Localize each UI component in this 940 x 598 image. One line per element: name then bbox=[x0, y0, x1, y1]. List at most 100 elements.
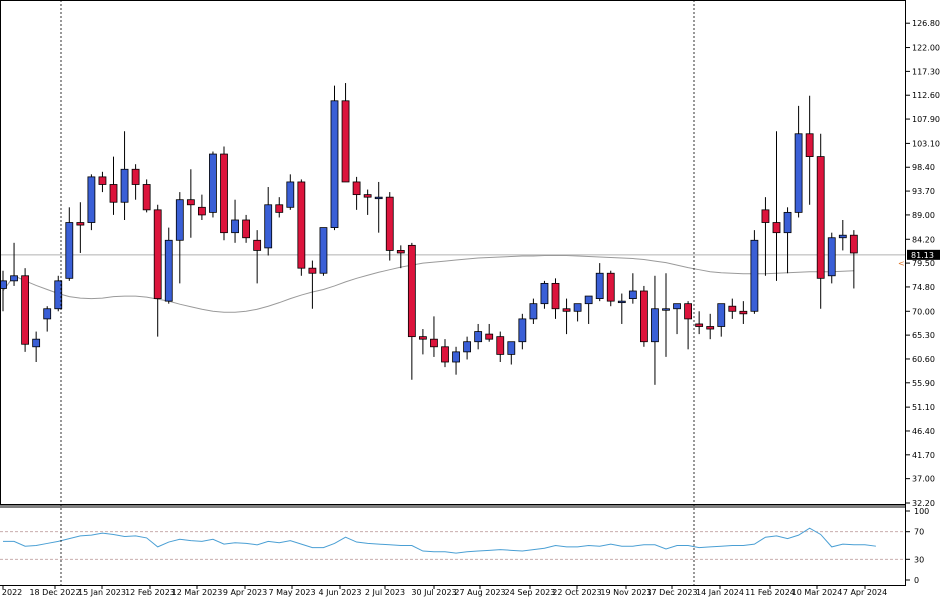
candle bbox=[640, 285, 648, 347]
candle-body bbox=[606, 272, 615, 302]
candle-body bbox=[783, 211, 792, 234]
candle bbox=[651, 275, 659, 385]
price-tick-label: 84.20 bbox=[912, 235, 935, 244]
candle-body bbox=[21, 275, 30, 345]
candle bbox=[441, 339, 449, 368]
candle bbox=[750, 230, 759, 314]
candle bbox=[186, 169, 195, 238]
current-price-box bbox=[907, 249, 940, 260]
price-marker-arrow: < bbox=[898, 259, 905, 268]
candle-body bbox=[595, 272, 604, 300]
candle-body bbox=[109, 184, 118, 203]
candle bbox=[816, 133, 825, 309]
candle-body bbox=[209, 153, 217, 213]
candle bbox=[341, 83, 350, 183]
candle-body bbox=[441, 346, 449, 363]
candle-body bbox=[662, 308, 670, 311]
candle-body bbox=[617, 300, 626, 304]
candle bbox=[463, 336, 472, 360]
price-tick-label: 46.40 bbox=[912, 427, 935, 436]
candle bbox=[142, 179, 151, 213]
candle-body bbox=[551, 282, 560, 310]
candle-body bbox=[794, 133, 803, 213]
candle-body bbox=[750, 239, 759, 312]
candle-body bbox=[175, 199, 184, 241]
candle bbox=[551, 278, 560, 319]
x-tick-label: 12 Feb 2023 bbox=[125, 588, 175, 597]
x-tick-label: 7 May 2023 bbox=[268, 588, 315, 597]
candle bbox=[32, 331, 41, 363]
candle-body bbox=[418, 336, 427, 340]
x-tick-label: 11 Feb 2024 bbox=[745, 588, 795, 597]
candle bbox=[43, 306, 52, 332]
x-tick-label: 22 Oct 2023 bbox=[552, 588, 601, 597]
price-tick-label: 103.10 bbox=[912, 139, 940, 148]
candle-body bbox=[43, 308, 52, 320]
candle bbox=[21, 268, 30, 352]
oscillator-tick-label: 100 bbox=[914, 507, 929, 516]
oscillator-tick-label: 70 bbox=[914, 528, 924, 537]
x-tick-label: 7 Apr 2024 bbox=[843, 588, 887, 597]
moving-average-line bbox=[2, 254, 854, 313]
candle bbox=[231, 199, 239, 243]
candle bbox=[98, 171, 107, 193]
candle-body bbox=[805, 133, 814, 157]
candle-body bbox=[275, 204, 284, 213]
candle-body bbox=[197, 206, 206, 216]
candle-body bbox=[717, 303, 726, 327]
candle bbox=[529, 298, 538, 324]
price-tick-label: 32.20 bbox=[912, 499, 935, 508]
price-tick-label: 93.70 bbox=[912, 187, 935, 196]
candle bbox=[485, 323, 494, 342]
candle-body bbox=[374, 196, 383, 200]
x-tick-label: 12 Mar 2023 bbox=[172, 588, 223, 597]
candle bbox=[573, 303, 582, 322]
x-tick-label: 2 Jul 2023 bbox=[365, 588, 405, 597]
candle-body bbox=[319, 227, 328, 274]
candle-body bbox=[396, 250, 405, 254]
candle bbox=[628, 273, 637, 304]
candle bbox=[297, 179, 306, 276]
candle-body bbox=[164, 239, 173, 302]
candle-body bbox=[562, 308, 571, 312]
price-tick-label: 51.10 bbox=[912, 403, 935, 412]
candle bbox=[728, 298, 737, 319]
candle-body bbox=[153, 209, 162, 300]
candle-body bbox=[407, 244, 416, 338]
candle bbox=[363, 189, 372, 215]
candle bbox=[131, 164, 140, 200]
price-tick-label: 112.60 bbox=[912, 91, 940, 100]
candle-body bbox=[264, 204, 273, 249]
candle-body bbox=[430, 338, 438, 348]
price-tick-label: 117.30 bbox=[912, 67, 940, 76]
candle bbox=[10, 242, 18, 286]
candle-body bbox=[242, 219, 251, 239]
candle-body bbox=[728, 305, 737, 312]
candle bbox=[319, 227, 328, 276]
candle bbox=[772, 131, 781, 281]
candle-body bbox=[739, 310, 748, 315]
candle-body bbox=[772, 222, 781, 234]
candle bbox=[109, 156, 118, 215]
candle bbox=[739, 301, 748, 324]
x-tick-label: Nov 2022 bbox=[0, 588, 22, 597]
candle-body bbox=[297, 181, 306, 269]
candle-body bbox=[463, 341, 472, 353]
candle bbox=[496, 331, 505, 363]
oscillator-tick-label: 0 bbox=[914, 576, 919, 585]
candle bbox=[242, 214, 251, 243]
candle-body bbox=[452, 351, 460, 363]
x-tick-label: 30 Jul 2023 bbox=[411, 588, 456, 597]
price-tick-label: 60.60 bbox=[912, 355, 935, 364]
candle-body bbox=[496, 336, 505, 355]
x-tick-label: 14 Jan 2024 bbox=[696, 588, 744, 597]
candle-body bbox=[330, 100, 339, 228]
candle bbox=[264, 187, 273, 256]
candle-body bbox=[640, 290, 648, 343]
x-tick-label: 4 Jun 2023 bbox=[318, 588, 361, 597]
candle bbox=[452, 346, 460, 375]
candle-body bbox=[529, 303, 538, 320]
candle bbox=[87, 174, 96, 231]
candle-body bbox=[142, 184, 151, 211]
